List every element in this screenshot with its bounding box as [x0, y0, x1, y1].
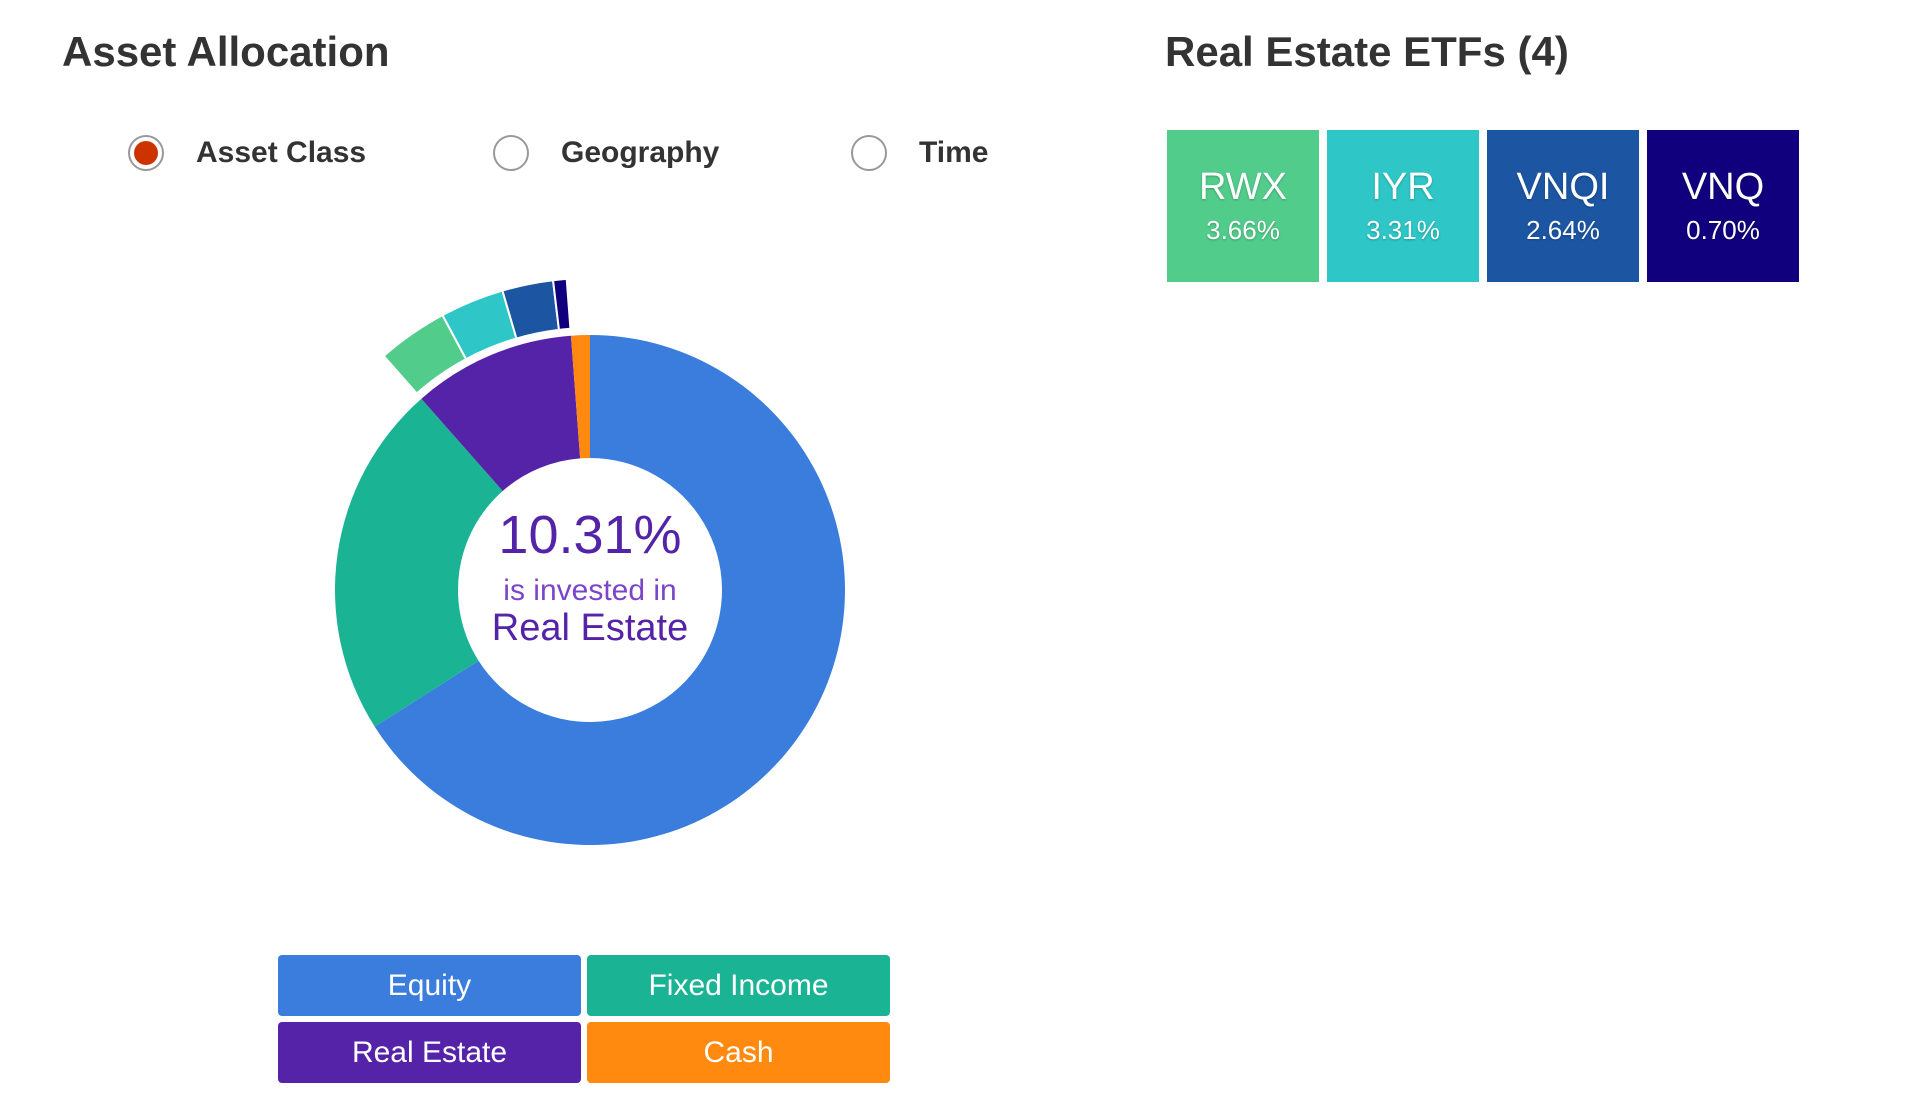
- legend-real-estate[interactable]: Real Estate: [278, 1022, 581, 1083]
- etf-percentage: 2.64%: [1526, 215, 1600, 245]
- legend-cash[interactable]: Cash: [587, 1022, 890, 1083]
- etf-ticker: RWX: [1199, 166, 1287, 208]
- etf-percentage: 3.66%: [1206, 215, 1280, 245]
- donut-legend: Equity Fixed Income Real Estate Cash: [278, 955, 893, 1083]
- breakdown-arc-vnq[interactable]: [551, 277, 572, 331]
- donut-center-category: Real Estate: [492, 607, 688, 649]
- real-estate-etfs-title: Real Estate ETFs (4): [1165, 28, 1569, 75]
- radio-geography[interactable]: Geography: [493, 135, 851, 171]
- etf-ticker: IYR: [1371, 166, 1435, 208]
- etf-percentage: 0.70%: [1686, 215, 1760, 245]
- radio-label-asset-class: Asset Class: [196, 136, 367, 169]
- radio-label-time: Time: [919, 136, 989, 169]
- radio-unselected-icon[interactable]: [851, 135, 887, 171]
- legend-fixed-income[interactable]: Fixed Income: [587, 955, 890, 1016]
- radio-time[interactable]: Time: [851, 135, 988, 171]
- etf-tiles: RWX 3.66% IYR 3.31% VNQI 2.64% VNQ 0.70%: [1167, 130, 1807, 282]
- view-radio-group: Asset Class Geography Time: [128, 135, 988, 171]
- real-estate-breakdown-arcs: [382, 277, 572, 395]
- radio-asset-class[interactable]: Asset Class: [128, 135, 493, 171]
- etf-tile-vnqi[interactable]: VNQI 2.64%: [1487, 130, 1639, 282]
- asset-allocation-donut-chart: 10.31% is invested in Real Estate: [334, 277, 845, 845]
- radio-selected-icon[interactable]: [128, 135, 164, 171]
- donut-center-value: 10.31%: [498, 505, 681, 565]
- radio-label-geography: Geography: [561, 136, 720, 169]
- radio-dot-icon: [134, 141, 158, 165]
- legend-equity[interactable]: Equity: [278, 955, 581, 1016]
- etf-ticker: VNQ: [1681, 166, 1765, 208]
- donut-slices: [334, 335, 845, 845]
- radio-unselected-icon[interactable]: [493, 135, 529, 171]
- etf-tile-iyr[interactable]: IYR 3.31%: [1327, 130, 1479, 282]
- etf-ticker: VNQI: [1516, 166, 1610, 208]
- donut-slice-cash[interactable]: [570, 335, 590, 459]
- etf-tile-rwx[interactable]: RWX 3.66%: [1167, 130, 1319, 282]
- etf-percentage: 3.31%: [1366, 215, 1440, 245]
- donut-slice-equity[interactable]: [374, 335, 845, 845]
- etf-tile-vnq[interactable]: VNQ 0.70%: [1647, 130, 1799, 282]
- asset-allocation-title: Asset Allocation: [62, 28, 390, 75]
- donut-slice-fixed-income[interactable]: [334, 398, 503, 727]
- donut-center-caption: is invested in: [503, 574, 676, 607]
- donut-slice-real-estate[interactable]: [421, 335, 581, 491]
